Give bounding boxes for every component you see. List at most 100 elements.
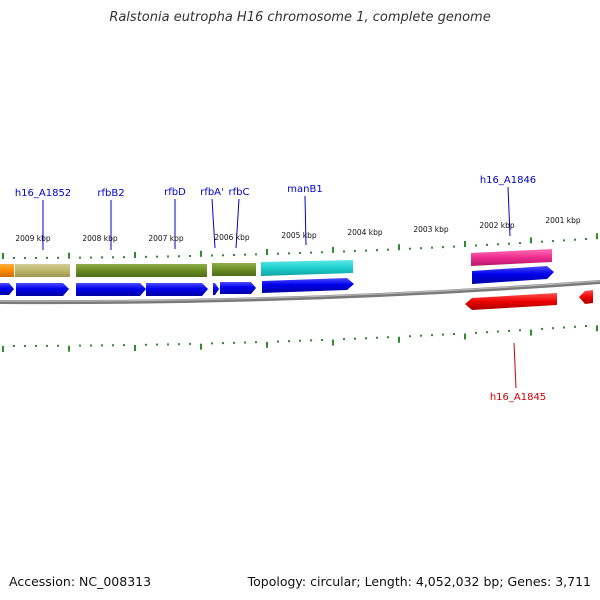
minor-tick xyxy=(24,344,26,347)
minor-tick xyxy=(123,344,125,347)
minor-tick xyxy=(167,343,169,346)
minor-tick xyxy=(563,326,565,329)
major-tick xyxy=(530,237,532,244)
minor-tick xyxy=(475,244,477,247)
minor-tick xyxy=(552,240,554,243)
major-tick xyxy=(596,325,598,332)
minor-tick xyxy=(387,248,389,251)
major-tick xyxy=(2,252,4,259)
kbp-labels: 2009 kbp 2008 kbp 2007 kbp 2006 kbp 2005… xyxy=(15,216,581,243)
minor-tick xyxy=(420,247,422,250)
outer-tick-track xyxy=(2,233,598,259)
minor-tick xyxy=(563,239,565,242)
cds-arrow[interactable] xyxy=(16,283,69,296)
gene-label-rfbC[interactable]: rfbC xyxy=(229,187,250,198)
minor-tick xyxy=(585,325,587,328)
minor-tick xyxy=(431,334,433,337)
gene-label-h16_A1846[interactable]: h16_A1846 xyxy=(480,175,536,186)
minor-tick xyxy=(497,330,499,333)
feature-track-cds xyxy=(0,266,554,296)
minor-tick xyxy=(519,329,521,332)
minor-tick xyxy=(46,256,48,259)
minor-tick xyxy=(35,344,37,347)
minor-tick xyxy=(24,256,26,259)
major-tick xyxy=(68,345,70,352)
kbp-label: 2004 kbp xyxy=(347,228,383,237)
minor-tick xyxy=(552,327,554,330)
kbp-label: 2002 kbp xyxy=(479,221,515,230)
minor-tick xyxy=(354,250,356,253)
minor-tick xyxy=(453,333,455,336)
major-tick xyxy=(68,252,70,259)
minor-tick xyxy=(508,329,510,332)
gene-manB1-box[interactable] xyxy=(261,260,353,276)
minor-tick xyxy=(497,243,499,246)
gene-orange[interactable] xyxy=(0,264,14,277)
minor-tick xyxy=(431,246,433,249)
minor-tick xyxy=(574,325,576,328)
gene-label-rfbD[interactable]: rfbD xyxy=(164,187,186,198)
major-tick xyxy=(332,339,334,346)
gene-label-h16_A1845[interactable]: h16_A1845 xyxy=(490,392,546,403)
minor-tick xyxy=(299,339,301,342)
cds-arrow[interactable] xyxy=(0,283,14,295)
cds-arrow[interactable] xyxy=(472,266,554,284)
gene-rfbB2-box[interactable] xyxy=(76,264,207,277)
minor-tick xyxy=(321,338,323,341)
minor-tick xyxy=(288,340,290,343)
minor-tick xyxy=(222,342,224,345)
major-tick xyxy=(134,252,136,259)
major-tick xyxy=(200,250,202,257)
minor-tick xyxy=(376,336,378,339)
minor-tick xyxy=(211,342,213,345)
minor-tick xyxy=(508,242,510,245)
minor-tick xyxy=(288,252,290,255)
cds-arrow[interactable] xyxy=(76,283,146,296)
cds-arrow[interactable] xyxy=(213,283,219,295)
major-tick xyxy=(134,344,136,351)
minor-tick xyxy=(35,256,37,259)
kbp-label: 2008 kbp xyxy=(82,234,118,243)
inner-tick-track xyxy=(2,325,598,352)
major-tick xyxy=(2,345,4,352)
gene-rfbC-box[interactable] xyxy=(212,263,256,276)
minor-tick xyxy=(365,337,367,340)
minor-tick xyxy=(541,327,543,330)
major-tick xyxy=(200,343,202,350)
gene-h16_A1852-box[interactable] xyxy=(15,264,70,277)
minor-tick xyxy=(310,251,312,254)
minor-tick xyxy=(299,252,301,255)
minor-tick xyxy=(376,249,378,252)
minor-tick xyxy=(519,242,521,245)
minor-tick xyxy=(442,333,444,336)
minor-tick xyxy=(178,343,180,346)
map-title: Ralstonia eutropha H16 chromosome 1, com… xyxy=(109,10,491,25)
gene-label-rfbA[interactable]: rfbA' xyxy=(200,187,224,198)
minor-tick xyxy=(178,255,180,258)
major-tick xyxy=(266,341,268,348)
major-tick xyxy=(596,233,598,240)
gene-label-rfbB2[interactable]: rfbB2 xyxy=(97,188,124,199)
major-tick xyxy=(464,241,466,248)
label-leaders xyxy=(42,186,517,389)
kbp-label: 2001 kbp xyxy=(545,216,581,225)
minor-tick xyxy=(211,254,213,257)
gene-reverse-arrow[interactable] xyxy=(579,290,593,304)
minor-tick xyxy=(409,335,411,338)
gene-label-manB1[interactable]: manB1 xyxy=(287,184,322,195)
gene-h16_A1846-box[interactable] xyxy=(471,249,552,266)
minor-tick xyxy=(46,344,48,347)
minor-tick xyxy=(167,255,169,258)
kbp-label: 2003 kbp xyxy=(413,225,449,234)
cds-arrow[interactable] xyxy=(146,283,208,296)
minor-tick xyxy=(222,254,224,257)
minor-tick xyxy=(233,253,235,256)
gene-h16_A1845-arrow[interactable] xyxy=(465,293,557,310)
minor-tick xyxy=(277,340,279,343)
cds-arrow[interactable] xyxy=(220,282,256,294)
major-tick xyxy=(530,329,532,336)
minor-tick xyxy=(57,344,59,347)
gene-label-h16_A1852[interactable]: h16_A1852 xyxy=(15,188,71,199)
minor-tick xyxy=(13,344,15,347)
cds-arrow[interactable] xyxy=(262,278,354,293)
